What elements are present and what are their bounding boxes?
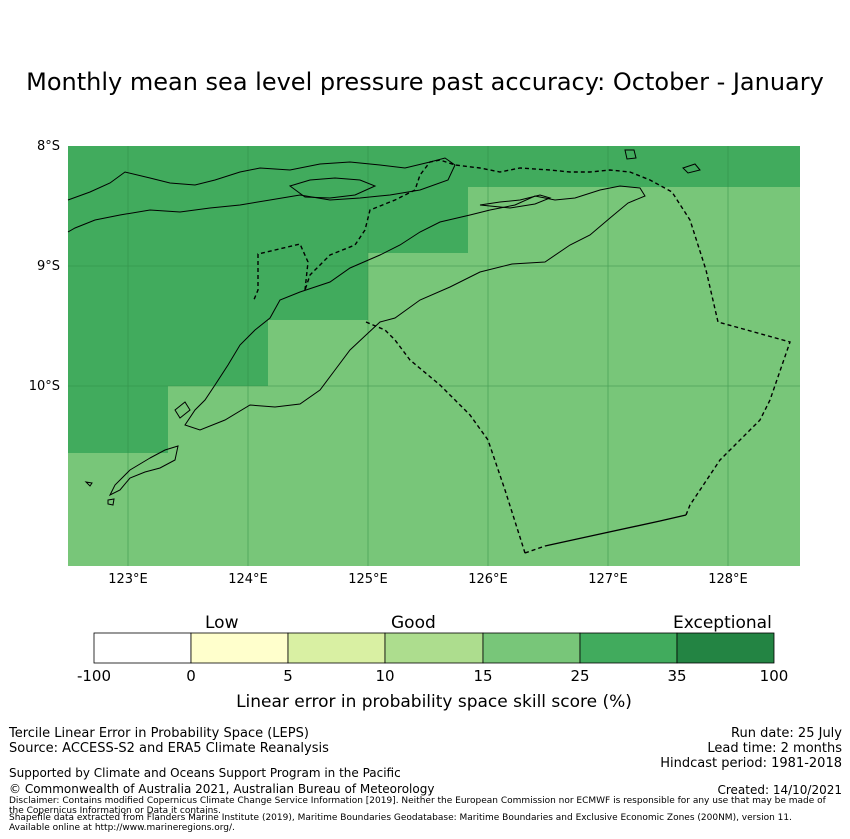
skill-area-35-100 <box>68 146 800 453</box>
footer-shapefile: Shapefile data extracted from Flanders M… <box>9 813 792 823</box>
tiny-island-2 <box>84 481 93 487</box>
colorbar-bin-1 <box>93 632 192 664</box>
colorbar-label: Linear error in probability space skill … <box>236 692 632 712</box>
lat-label-8s: 8°S <box>36 139 60 154</box>
eez-boundary <box>252 159 791 554</box>
colorbar-tick: 25 <box>570 667 590 685</box>
skill-map <box>67 146 800 566</box>
footer-disclaimer-cont: the Copernicus Information or Data it co… <box>9 806 221 816</box>
coastlines <box>67 149 701 506</box>
footer-created: Created: 14/10/2021 <box>717 783 842 797</box>
footer-disclaimer: Disclaimer: Contains modified Copernicus… <box>9 796 826 806</box>
colorbar-tick: 0 <box>186 667 196 685</box>
small-island-2 <box>682 163 701 174</box>
flores-coast <box>67 157 456 233</box>
colorbar-tick: 15 <box>473 667 493 685</box>
alor-coast <box>288 177 377 199</box>
footer-support: Supported by Climate and Oceans Support … <box>9 766 401 780</box>
timor-island-outline <box>184 185 646 431</box>
category-exceptional: Exceptional <box>673 613 772 633</box>
category-low: Low <box>205 613 239 633</box>
lon-label-123e: 123°E <box>108 572 148 587</box>
lat-label-9s: 9°S <box>36 259 60 274</box>
small-island-1 <box>624 149 637 160</box>
lon-label-128e: 128°E <box>708 572 748 587</box>
colorbar-bin-3 <box>287 632 386 664</box>
colorbar-tick: 100 <box>759 667 789 685</box>
footer-hindcast: Hindcast period: 1981-2018 <box>660 756 842 771</box>
colorbar-tick: -100 <box>76 667 112 685</box>
savu-coast <box>108 445 179 497</box>
footer-lead-time: Lead time: 2 months <box>707 741 842 756</box>
colorbar-tick: 10 <box>375 667 395 685</box>
lon-label-125e: 125°E <box>348 572 388 587</box>
lon-label-124e: 124°E <box>228 572 268 587</box>
lon-label-126e: 126°E <box>468 572 508 587</box>
colorbar-tick: 35 <box>667 667 687 685</box>
colorbar-bin-6 <box>579 632 678 664</box>
colorbar-tick: 5 <box>283 667 293 685</box>
lat-label-10s: 10°S <box>28 379 60 394</box>
footer-shapefile-url: Available online at http://www.marinereg… <box>9 823 235 833</box>
colorbar-bin-7 <box>676 632 775 664</box>
wetar-coast <box>479 194 552 209</box>
colorbar-bin-2 <box>190 632 289 664</box>
footer-run-date: Run date: 25 July <box>731 726 842 741</box>
colorbar-bin-5 <box>482 632 581 664</box>
colorbar <box>93 632 775 664</box>
footer-copyright: © Commonwealth of Australia 2021, Austra… <box>9 782 435 796</box>
footer-method: Tercile Linear Error in Probability Spac… <box>9 726 309 741</box>
footer-source: Source: ACCESS-S2 and ERA5 Climate Reana… <box>9 741 329 756</box>
category-good: Good <box>391 613 436 633</box>
colorbar-bin-4 <box>384 632 484 664</box>
rote-coast <box>174 401 191 419</box>
graticule <box>68 146 800 566</box>
tiny-island-1 <box>107 498 115 506</box>
lon-label-127e: 127°E <box>588 572 628 587</box>
map-title: Monthly mean sea level pressure past acc… <box>26 68 824 96</box>
